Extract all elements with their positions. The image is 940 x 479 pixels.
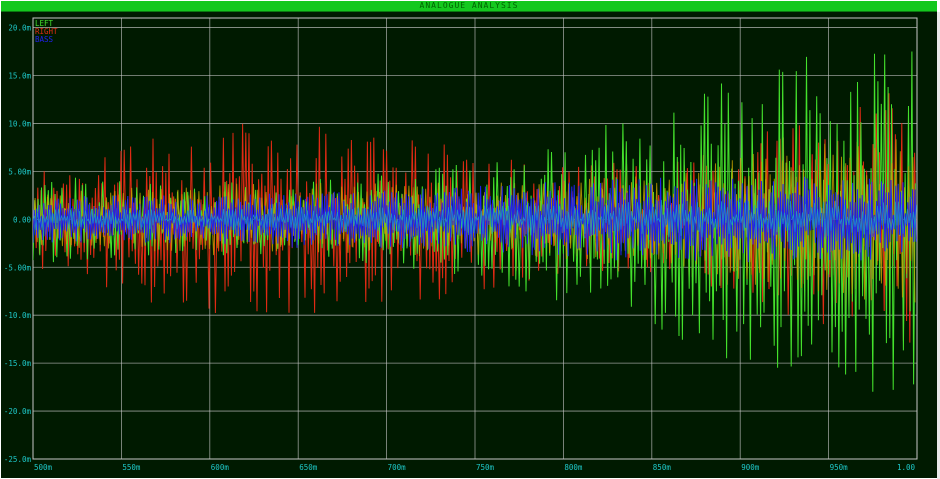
x-tick-label: 900m	[741, 463, 760, 472]
y-tick-label: -10.0m	[4, 311, 32, 320]
y-tick-label: 20.0m	[8, 24, 31, 33]
x-tick-label: 750m	[476, 463, 495, 472]
x-tick-label: 850m	[653, 463, 672, 472]
legend-entry-bass: BASS	[35, 35, 54, 44]
y-tick-label: 0.00	[13, 215, 32, 224]
plot-area[interactable]: 500m 550m 600m 650m 700m 750m 800m 850m 900m 950m…	[1, 12, 937, 478]
mix-overlay-line	[33, 139, 916, 303]
x-tick-label: 700m	[388, 463, 407, 472]
x-tick-label: 600m	[211, 463, 230, 472]
y-tick-label: 10.0m	[8, 119, 31, 128]
title-bar[interactable]: ANALOGUE ANALYSIS	[1, 1, 937, 12]
x-tick-label: 1.00	[897, 463, 916, 472]
window-edge	[937, 12, 940, 479]
x-tick-label: 950m	[830, 463, 849, 472]
x-tick-label: 800m	[564, 463, 583, 472]
legend-entry-right: RIGHT	[35, 27, 58, 36]
y-tick-label: -20.0m	[4, 407, 32, 416]
x-tick-label: 550m	[122, 463, 141, 472]
x-tick-label: 650m	[299, 463, 318, 472]
y-tick-label: -5.00m	[4, 263, 32, 272]
y-tick-label: 15.0m	[8, 72, 31, 81]
center-overlay-line	[33, 199, 917, 239]
y-tick-label: -15.0m	[4, 359, 32, 368]
y-tick-label: -25.0m	[4, 455, 32, 464]
legend-entry-left: LEFT	[35, 19, 54, 28]
x-tick-label: 500m	[34, 463, 53, 472]
waveform-chart[interactable]: 500m 550m 600m 650m 700m 750m 800m 850m 900m 950m…	[1, 12, 937, 478]
window-title: ANALOGUE ANALYSIS	[419, 1, 519, 10]
y-tick-label: 5.00m	[8, 167, 31, 176]
